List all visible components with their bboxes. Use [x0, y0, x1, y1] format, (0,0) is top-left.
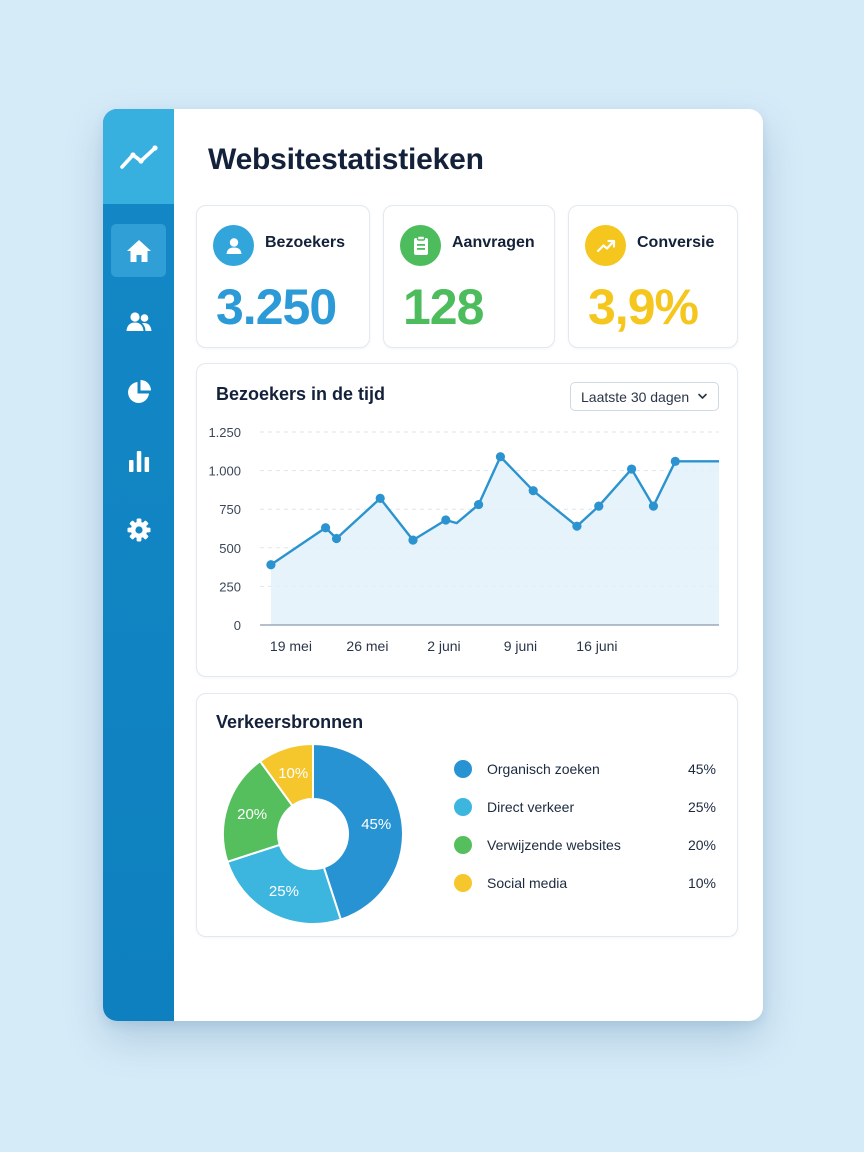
area-fill: [270, 456, 719, 625]
trend-line-icon: [119, 144, 158, 169]
y-tick-label: 1.250: [208, 425, 241, 440]
x-tick-label: 9 juni: [504, 638, 537, 654]
users-icon: [126, 311, 151, 331]
traffic-sources-card: Verkeersbronnen 45% 25% 20% 10% Organisch z…: [196, 693, 738, 937]
clipboard-icon: [400, 225, 441, 266]
slice-label: 25%: [269, 883, 299, 900]
sidebar-item-analytics[interactable]: [111, 434, 166, 487]
legend-item-direct[interactable]: Direct verkeer 25%: [454, 795, 716, 819]
y-tick-label: 750: [219, 502, 241, 517]
sidebar-item-users[interactable]: [111, 295, 166, 348]
donut-slice[interactable]: [258, 742, 314, 808]
legend-item-organic[interactable]: Organisch zoeken 45%: [454, 757, 716, 781]
data-point[interactable]: [320, 523, 331, 533]
traffic-sources-title: Verkeersbronnen: [216, 712, 364, 732]
donut-slice[interactable]: [312, 742, 404, 921]
main-content: Websitestatistieken Bezoekers 3.250: [174, 109, 763, 1021]
legend-value: 10%: [687, 875, 716, 891]
kpi-card-visitors[interactable]: Bezoekers 3.250: [196, 205, 370, 348]
bar-chart-icon: [128, 450, 149, 472]
visitors-line-chart: 1.250 1.000 750 500 250 0 19 mei 26 mei 2 juni 9 …: [208, 425, 719, 654]
legend-dot: [454, 836, 472, 854]
sidebar-item-settings[interactable]: [111, 503, 166, 556]
data-point[interactable]: [594, 501, 604, 511]
kpi-card-requests[interactable]: Aanvragen 128: [383, 205, 555, 348]
legend-label: Organisch zoeken: [487, 761, 600, 777]
y-tick-label: 0: [234, 618, 241, 633]
y-tick-label: 1.000: [208, 464, 241, 479]
sidebar-item-home[interactable]: [111, 224, 166, 277]
kpi-label: Aanvragen: [452, 234, 535, 251]
x-tick-label: 2 juni: [427, 638, 460, 654]
logo[interactable]: [103, 109, 174, 204]
data-point[interactable]: [473, 499, 484, 510]
kpi-card-conversion[interactable]: Conversie 3,9%: [568, 205, 738, 348]
legend-value: 25%: [687, 799, 716, 815]
y-tick-label: 250: [219, 579, 241, 594]
legend-label: Direct verkeer: [487, 799, 575, 815]
legend-dot: [454, 874, 472, 892]
donut-slice[interactable]: [222, 759, 294, 864]
y-tick-label: 500: [219, 541, 241, 556]
kpi-value: 128: [403, 279, 484, 335]
legend-label: Verwijzende websites: [487, 837, 621, 853]
series-line: [270, 455, 719, 566]
data-point[interactable]: [626, 464, 637, 474]
legend-item-referral[interactable]: Verwijzende websites 20%: [454, 833, 716, 857]
data-point[interactable]: [495, 452, 506, 462]
dashboard-window: Websitestatistieken Bezoekers 3.250: [103, 109, 763, 1021]
x-tick-label: 26 mei: [346, 638, 388, 654]
kpi-label: Conversie: [637, 234, 715, 251]
kpi-value: 3.250: [216, 279, 337, 335]
chevron-down-icon: [698, 393, 707, 399]
donut-slice[interactable]: [226, 843, 343, 925]
home-icon: [126, 239, 151, 262]
data-point[interactable]: [266, 560, 276, 570]
gear-icon: [127, 518, 150, 541]
data-point[interactable]: [375, 493, 385, 503]
kpi-label: Bezoekers: [265, 234, 346, 251]
legend-dot: [454, 798, 472, 816]
legend-value: 20%: [687, 837, 716, 853]
legend-item-social[interactable]: Social media 10%: [454, 871, 716, 895]
sidebar: [103, 109, 174, 1021]
slice-label: 45%: [361, 816, 391, 833]
date-range-select[interactable]: Laatste 30 dagen: [570, 382, 719, 411]
slice-label: 10%: [278, 765, 308, 782]
legend-value: 45%: [687, 761, 716, 777]
page-title: Websitestatistieken: [208, 143, 484, 176]
visitors-chart-card: Bezoekers in de tijd Laatste 30 dagen 1.…: [196, 363, 738, 677]
legend-label: Social media: [487, 875, 568, 891]
data-point[interactable]: [572, 521, 582, 531]
data-point[interactable]: [648, 501, 659, 511]
x-tick-label: 16 juni: [576, 638, 617, 654]
visitors-chart-title: Bezoekers in de tijd: [216, 384, 386, 404]
pie-chart-icon: [127, 379, 151, 403]
x-tick-label: 19 mei: [270, 638, 312, 654]
traffic-donut-chart: 45% 25% 20% 10%: [222, 742, 404, 925]
legend-dot: [454, 760, 472, 778]
kpi-value: 3,9%: [588, 279, 699, 335]
data-point[interactable]: [408, 535, 418, 545]
date-range-value: Laatste 30 dagen: [581, 388, 690, 405]
user-icon: [213, 225, 254, 266]
data-point[interactable]: [331, 533, 342, 544]
data-point[interactable]: [528, 486, 538, 496]
data-point[interactable]: [441, 515, 451, 525]
slice-label: 20%: [237, 806, 267, 823]
trend-up-icon: [585, 225, 626, 266]
data-point[interactable]: [670, 456, 680, 466]
sidebar-item-reports[interactable]: [111, 365, 166, 418]
